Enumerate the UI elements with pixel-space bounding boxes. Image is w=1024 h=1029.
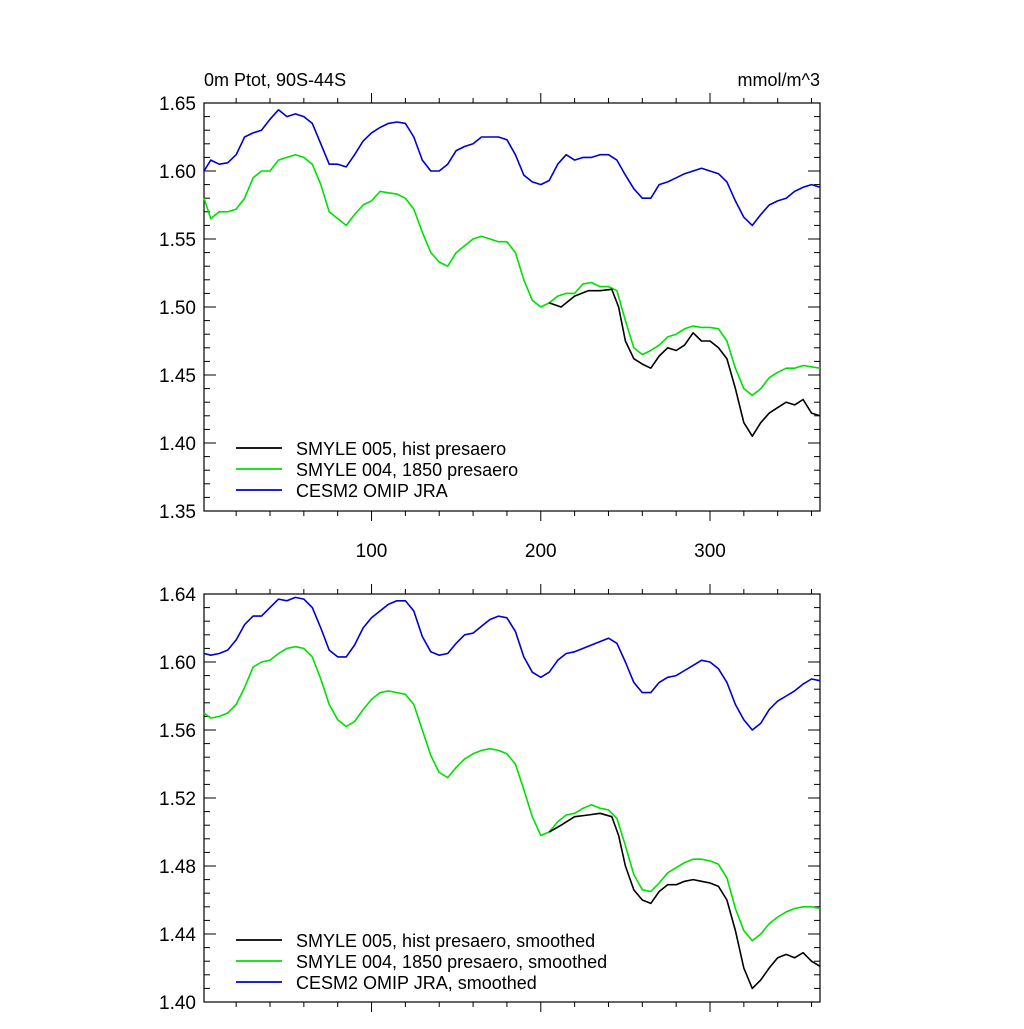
series-line-0 — [548, 288, 821, 437]
y-tick-label: 1.60 — [159, 162, 196, 183]
y-tick-label: 1.60 — [159, 653, 196, 674]
series-line-0 — [548, 812, 821, 990]
y-tick-label: 1.45 — [159, 366, 196, 387]
y-tick-label: 1.48 — [159, 857, 196, 878]
y-tick-label: 1.35 — [159, 502, 196, 523]
y-tick-label: 1.50 — [159, 298, 196, 319]
series-line-1 — [203, 153, 821, 397]
series-line-2 — [203, 109, 821, 227]
y-tick-label: 1.64 — [159, 585, 196, 606]
y-tick-label: 1.65 — [159, 94, 196, 115]
bottom-panel: 1.40 1.44 1.48 1.52 1.56 1.60 1.64 SMYLE 005, h… — [159, 584, 821, 1014]
y-tick-label: 1.44 — [159, 925, 196, 946]
legend-label: CESM2 OMIP JRA — [296, 481, 448, 501]
top-panel: 0m Ptot, 90S-44S mmol/m^3 1.35 1.40 1.45 1.… — [159, 70, 821, 562]
y-tick-label: 1.40 — [159, 993, 196, 1014]
y-tick-label: 1.52 — [159, 789, 196, 810]
x-tick-label: 200 — [525, 541, 557, 562]
legend-label: CESM2 OMIP JRA, smoothed — [296, 973, 537, 993]
x-tick-label: 100 — [356, 541, 388, 562]
legend-label: SMYLE 005, hist presaero, smoothed — [296, 931, 595, 951]
chart-title: 0m Ptot, 90S-44S — [204, 70, 346, 90]
series-line-2 — [203, 596, 821, 731]
y-tick-label: 1.55 — [159, 230, 196, 251]
y-tick-label: 1.56 — [159, 721, 196, 742]
units-label: mmol/m^3 — [738, 70, 820, 90]
series-line-1 — [203, 645, 821, 942]
legend-label: SMYLE 005, hist presaero — [296, 439, 506, 459]
legend-label: SMYLE 004, 1850 presaero — [296, 460, 518, 480]
x-tick-label: 300 — [694, 541, 726, 562]
legend-label: SMYLE 004, 1850 presaero, smoothed — [296, 952, 607, 972]
y-tick-label: 1.40 — [159, 434, 196, 455]
